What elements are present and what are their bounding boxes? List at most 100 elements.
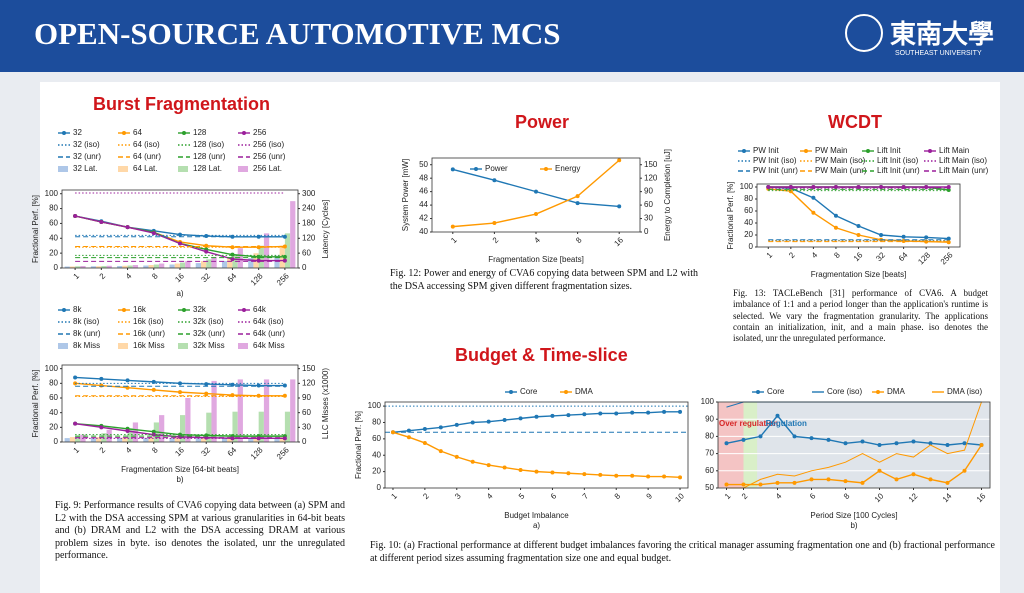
bar (200, 261, 207, 268)
data-point (678, 475, 683, 480)
bar (75, 266, 81, 268)
data-point (406, 428, 411, 433)
legend-label: 256 Lat. (253, 164, 282, 173)
y-tick-label: 0 (749, 242, 754, 251)
data-point (422, 440, 427, 445)
bar (143, 438, 149, 442)
x-tick-label: 1 (389, 491, 399, 501)
y-tick-label: 60 (49, 219, 58, 228)
bar (96, 437, 102, 442)
y-tick-label: 20 (744, 230, 753, 239)
legend-label: 8k (73, 305, 82, 314)
data-point (125, 225, 130, 230)
x-tick-label: 128 (249, 271, 265, 287)
data-point (178, 390, 182, 395)
legend-label: 64k Miss (253, 341, 285, 350)
legend-marker (62, 131, 66, 135)
data-point (630, 473, 635, 478)
legend-label: 32k (193, 305, 207, 314)
x-axis-label: Fragmentation Size [64-bit beats] (121, 465, 239, 474)
data-point (486, 463, 491, 468)
data-point (99, 219, 104, 224)
legend-label: 8k Miss (73, 341, 100, 350)
x-tick-label: 3 (453, 491, 463, 501)
legend-label: 64 (iso) (133, 140, 160, 149)
x-tick-label: 6 (808, 491, 818, 501)
y-tick-label: 60 (705, 466, 714, 475)
data-point (788, 189, 793, 194)
x-tick-label: 16 (612, 235, 625, 248)
data-point (534, 469, 539, 474)
legend-label: Core (520, 387, 538, 396)
data-point (99, 383, 104, 388)
y-tick-label: 70 (705, 449, 714, 458)
data-point (502, 418, 507, 423)
bar (211, 380, 217, 442)
data-point (775, 413, 780, 418)
bar (69, 437, 76, 442)
bar (263, 379, 270, 442)
annotation: Over regulation (719, 419, 778, 428)
bar (232, 411, 238, 442)
y2-tick-label: 30 (302, 422, 311, 431)
x-tick-label: 128 (249, 445, 265, 461)
legend-label: 8k (unr) (73, 329, 101, 338)
y2-tick-label: 0 (302, 263, 307, 272)
bar (232, 254, 238, 268)
data-point (792, 480, 797, 485)
data-point (492, 221, 497, 226)
data-point (518, 416, 523, 421)
data-point (534, 212, 538, 217)
data-point (979, 443, 984, 447)
data-point (575, 194, 580, 199)
data-point (151, 432, 156, 437)
y-tick-label: 100 (45, 189, 59, 198)
data-point (617, 158, 622, 163)
bar (211, 256, 217, 268)
bar (96, 266, 102, 268)
data-point (945, 480, 950, 485)
data-point (662, 474, 667, 479)
x-tick-label: 5 (517, 491, 527, 501)
legend-label: Lift Init (877, 146, 901, 155)
data-point (911, 439, 916, 444)
legend-label: 64k (unr) (253, 329, 285, 338)
data-point (724, 441, 729, 446)
bar (174, 437, 180, 442)
y-axis-label: Fractional Perf. [%] (726, 181, 735, 249)
bar (237, 248, 243, 268)
data-point (724, 482, 729, 487)
data-point (911, 472, 916, 477)
legend-label: 8k (iso) (73, 317, 100, 326)
legend-label: Lift Main (iso) (939, 156, 987, 165)
y-tick-label: 100 (45, 364, 59, 373)
logo-subtext: SOUTHEAST UNIVERSITY (895, 50, 982, 57)
data-point (534, 189, 538, 194)
legend-label: 64 Lat. (133, 164, 157, 173)
x-tick-label: 4 (124, 445, 134, 455)
data-point (879, 233, 884, 237)
legend-marker (474, 167, 478, 171)
data-point (534, 414, 539, 419)
content-panel (40, 82, 1000, 593)
bar (153, 264, 160, 268)
data-point (614, 473, 619, 478)
x-axis-label: Budget Imbalance (504, 511, 569, 520)
legend-label: 32 (unr) (73, 152, 101, 161)
y-tick-label: 0 (54, 437, 59, 446)
plot-frame (717, 401, 991, 489)
legend-swatch (238, 343, 248, 349)
y-tick-label: 100 (701, 397, 715, 406)
legend-label: Lift Main (unr) (939, 166, 989, 175)
bar (206, 259, 212, 268)
caption: Fig. 12: Power and energy of CVA6 copyin… (390, 268, 698, 292)
x-tick-label: 6 (549, 491, 559, 501)
bar (274, 438, 280, 442)
y2-tick-label: 150 (644, 160, 658, 169)
data-point (566, 471, 571, 476)
legend-marker (62, 308, 66, 312)
y2-tick-label: 30 (644, 214, 653, 223)
over-regulation-zone (718, 402, 744, 488)
legend-label: 32 Lat. (73, 164, 97, 173)
x-tick-label: 4 (124, 271, 134, 281)
